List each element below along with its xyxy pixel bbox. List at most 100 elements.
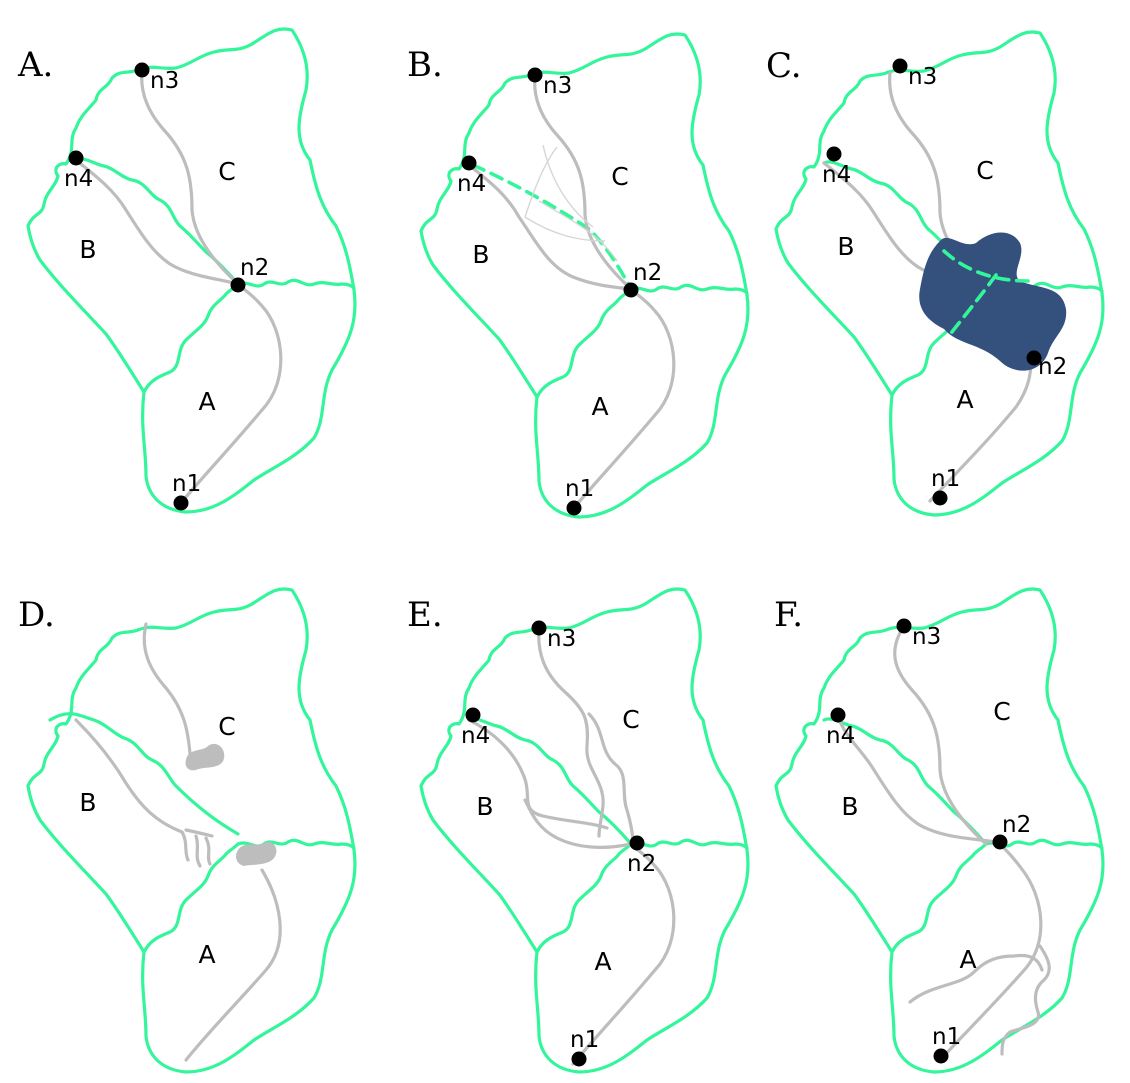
catchment-outline (774, 30, 1105, 517)
region-label-a: A (956, 385, 973, 414)
boundary-b-c (822, 717, 988, 846)
river-a-branch-2 (1000, 944, 1051, 1056)
region-label-b: B (79, 788, 96, 817)
region-label-a: A (198, 940, 215, 969)
river-c-branch (140, 68, 240, 286)
boundary-a-c (629, 283, 749, 295)
node-n1 (566, 500, 582, 516)
panel-letter: C. (766, 46, 802, 86)
river-b-branch (836, 714, 1000, 844)
river-main (178, 282, 283, 506)
node-n2 (230, 277, 246, 293)
river-main (571, 287, 676, 511)
node-n3 (134, 62, 150, 78)
deposit-blob-lower (236, 841, 277, 866)
node-label-n4: n4 (826, 723, 855, 749)
panel-b: A B Cn1 n2 n3 n4 B. (407, 32, 750, 519)
region-label-c: C (218, 157, 235, 186)
node-label-n2: n2 (1002, 812, 1031, 838)
node-n4 (461, 155, 477, 171)
node-n2 (992, 834, 1008, 850)
node-n1 (933, 1048, 949, 1064)
region-label-c: C (976, 156, 993, 185)
panel-letter: D. (18, 595, 55, 635)
node-n3 (531, 620, 547, 636)
panel-letter: E. (407, 595, 443, 635)
node-n3 (892, 58, 908, 74)
panel-e: A B Cn1 n2 n3 n4 E. (407, 587, 750, 1074)
node-n1 (932, 490, 948, 506)
alternate-path (538, 200, 618, 262)
river-c-branch (893, 624, 988, 846)
catchment-outline (774, 587, 1105, 1074)
panel-letter: F. (774, 595, 803, 635)
region-label-a: A (959, 945, 976, 974)
panel-c: A B Cn1 n2 n3 n4 C. (766, 30, 1105, 517)
panel-f: A B Cn1 n2 n3 n4 F. (774, 587, 1105, 1074)
boundary-a-b (142, 282, 240, 394)
node-n4 (465, 707, 481, 723)
panel-letter: B. (407, 45, 443, 85)
region-label-c: C (611, 162, 628, 191)
node-label-n1: n1 (565, 476, 594, 502)
region-label-c: C (993, 697, 1010, 726)
region-label-c: C (622, 705, 639, 734)
river-c-branch (533, 73, 633, 291)
node-label-n3: n3 (912, 624, 941, 650)
catchment-outline (26, 27, 357, 514)
river-b-branch (74, 158, 240, 286)
region-label-b: B (841, 792, 858, 821)
boundary-dashed (946, 273, 998, 339)
node-n1 (173, 495, 189, 511)
node-label-n4: n4 (461, 723, 490, 749)
panel-a: A B Cn1 n2 n3 n4 A. (17, 27, 357, 514)
alternate-path (524, 146, 558, 218)
boundary-b-c (467, 717, 633, 846)
boundary-a-b (142, 842, 240, 954)
region-label-c: C (218, 712, 235, 741)
river-main (571, 842, 676, 1066)
node-n2 (629, 835, 645, 851)
alternate-path (542, 144, 594, 228)
node-label-n4: n4 (457, 171, 486, 197)
boundary-a-b (890, 842, 988, 954)
deposit-blob-upper (185, 743, 225, 771)
boundary-a-c (236, 278, 356, 290)
node-n4 (830, 707, 846, 723)
panel-d: A B C D. (18, 587, 357, 1074)
boundary-a-c (629, 838, 749, 850)
node-n2 (623, 282, 639, 298)
boundary-b-c (48, 712, 240, 836)
river-b-branch (467, 163, 633, 291)
region-label-b: B (79, 235, 96, 264)
boundary-b-c (74, 157, 240, 286)
node-label-n2: n2 (240, 255, 269, 281)
node-n4 (826, 146, 842, 162)
catchment-outline (419, 587, 750, 1074)
alternate-path (524, 216, 606, 242)
region-label-a: A (198, 387, 215, 416)
node-label-n3: n3 (150, 68, 179, 94)
region-label-b: B (476, 792, 493, 821)
region-label-a: A (591, 392, 608, 421)
river-c-thread-1 (537, 626, 605, 838)
node-label-n1: n1 (931, 466, 960, 492)
region-label-b: B (472, 240, 489, 269)
catchment-outline (419, 32, 750, 519)
node-label-n4: n4 (64, 166, 93, 192)
node-n4 (68, 150, 84, 166)
node-label-n1: n1 (172, 471, 201, 497)
node-label-n3: n3 (543, 73, 572, 99)
river-b-fragment (74, 718, 184, 834)
node-n3 (896, 618, 912, 634)
river-b-thread-1 (467, 718, 609, 830)
region-label-b: B (837, 232, 854, 261)
river-main (928, 355, 1033, 503)
node-label-n1: n1 (932, 1024, 961, 1050)
node-n2 (1026, 350, 1042, 366)
boundary-a-b (535, 287, 633, 399)
node-label-n3: n3 (908, 64, 937, 90)
node-label-n4: n4 (822, 162, 851, 188)
node-label-n1: n1 (570, 1027, 599, 1053)
river-c-thread-2 (587, 712, 635, 846)
